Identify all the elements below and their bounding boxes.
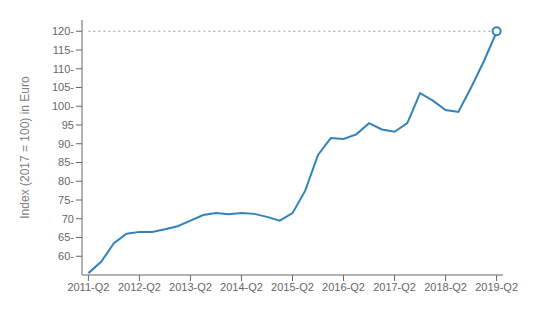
svg-text:85-: 85- <box>58 156 74 168</box>
svg-text:2016-Q2: 2016-Q2 <box>322 281 365 293</box>
svg-text:2018-Q2: 2018-Q2 <box>424 281 467 293</box>
svg-text:2011-Q2: 2011-Q2 <box>67 281 109 293</box>
svg-text:95: 95 <box>62 119 74 131</box>
svg-text:2013-Q2: 2013-Q2 <box>169 281 212 293</box>
svg-text:120-: 120- <box>52 25 74 37</box>
svg-text:105-: 105- <box>52 81 74 93</box>
svg-text:Index (2017 = 100) in Euro: Index (2017 = 100) in Euro <box>18 76 32 219</box>
svg-text:80-: 80- <box>58 175 74 187</box>
svg-text:2012-Q2: 2012-Q2 <box>118 281 161 293</box>
svg-text:70: 70 <box>62 213 74 225</box>
svg-text:100-: 100- <box>52 100 74 112</box>
svg-text:115-: 115- <box>53 44 75 56</box>
svg-text:75-: 75- <box>58 194 74 206</box>
svg-text:90-: 90- <box>58 138 74 150</box>
svg-text:110-: 110- <box>53 63 75 75</box>
svg-text:2019-Q2: 2019-Q2 <box>475 281 518 293</box>
svg-text:65-: 65- <box>58 231 74 243</box>
svg-text:2015-Q2: 2015-Q2 <box>271 281 314 293</box>
svg-text:2014-Q2: 2014-Q2 <box>220 281 263 293</box>
svg-text:2017-Q2: 2017-Q2 <box>373 281 416 293</box>
svg-text:60-: 60- <box>58 250 74 262</box>
